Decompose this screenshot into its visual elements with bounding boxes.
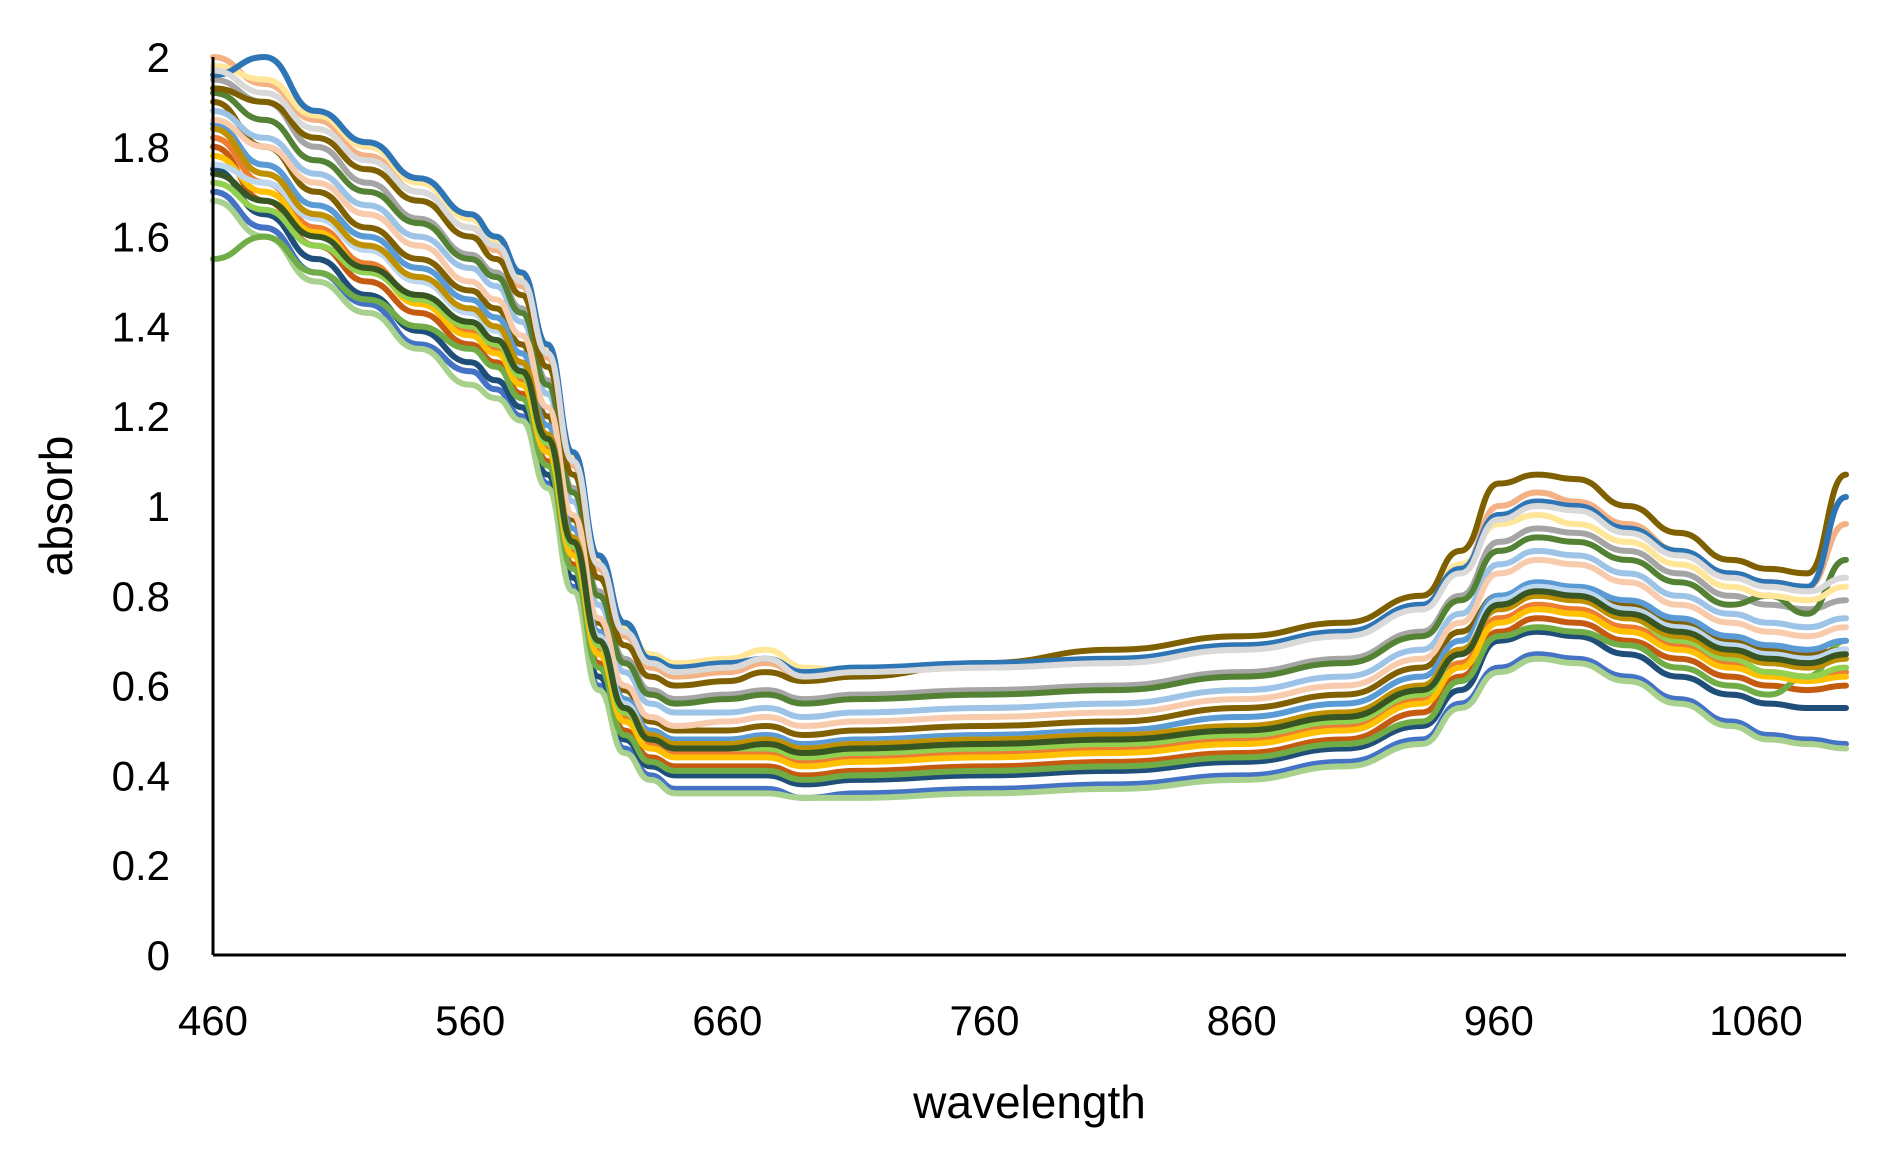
- x-tick-label: 560: [435, 997, 505, 1044]
- series-line-7: [210, 152, 1849, 770]
- y-tick-label: 1: [147, 483, 170, 530]
- series-line-9: [210, 121, 1849, 747]
- series-line-20: [210, 125, 1849, 752]
- y-tick-labels: 0 0.2 0.4 0.6 0.8 1 1.2 1.4 1.6 1.8 2: [112, 34, 170, 979]
- x-tick-label: 760: [949, 997, 1019, 1044]
- series-line-13: [210, 89, 1849, 707]
- y-tick-label: 0: [147, 932, 170, 979]
- series-layer: [210, 54, 1849, 801]
- series-line-16: [210, 85, 1849, 689]
- y-tick-label: 0.2: [112, 842, 170, 889]
- y-axis-title: absorb: [30, 436, 82, 577]
- series-line-15: [210, 63, 1849, 676]
- y-tick-label: 1.2: [112, 393, 170, 440]
- x-tick-label: 660: [692, 997, 762, 1044]
- x-tick-label: 860: [1207, 997, 1277, 1044]
- y-tick-label: 1.8: [112, 124, 170, 171]
- series-line-18: [210, 116, 1849, 729]
- series-line-2: [210, 166, 1849, 788]
- y-tick-label: 2: [147, 34, 170, 81]
- x-axis-title: wavelength: [912, 1076, 1146, 1128]
- series-line-6: [210, 134, 1849, 765]
- series-line-12: [210, 76, 1849, 703]
- series-line-5: [210, 233, 1849, 783]
- x-tick-label: 460: [178, 997, 248, 1044]
- x-tick-label: 1060: [1709, 997, 1802, 1044]
- y-tick-label: 1.6: [112, 214, 170, 261]
- x-tick-labels: 460 560 660 760 860 960 1060: [178, 997, 1803, 1044]
- series-line-17: [210, 54, 1849, 676]
- y-tick-label: 0.8: [112, 573, 170, 620]
- series-line-22: [210, 67, 1849, 680]
- y-tick-label: 0.4: [112, 752, 170, 799]
- y-tick-label: 1.4: [112, 303, 170, 350]
- y-tick-label: 0.6: [112, 663, 170, 710]
- series-line-21: [210, 170, 1849, 756]
- x-tick-label: 960: [1464, 997, 1534, 1044]
- series-line-3: [210, 197, 1849, 801]
- series-line-11: [210, 107, 1849, 720]
- series-line-4: [210, 143, 1849, 779]
